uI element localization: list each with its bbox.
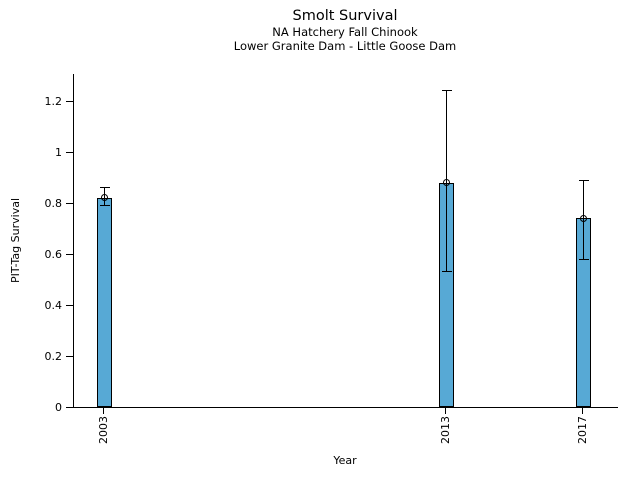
y-tick-mark (66, 202, 73, 204)
x-tick-mark (103, 408, 105, 414)
y-tick-label: 0.6 (44, 247, 63, 261)
y-axis-label: PIT-Tag Survival (8, 197, 22, 283)
x-tick-label: 2013 (438, 416, 452, 444)
y-tick-label: 1.2 (44, 94, 63, 108)
error-bar-cap-bottom (578, 258, 589, 260)
error-bar-cap-bottom (99, 205, 110, 207)
y-tick-mark (66, 253, 73, 255)
bar-2003 (97, 197, 113, 407)
error-bar-cap-bottom (441, 271, 452, 273)
y-tick-label: 0 (55, 400, 62, 414)
y-tick-label: 0.4 (44, 298, 63, 312)
y-tick-mark (66, 304, 73, 306)
data-point-marker (580, 214, 588, 222)
chart-title: Smolt Survival (292, 8, 398, 24)
y-tick-mark (66, 151, 73, 153)
x-tick-mark (582, 408, 584, 414)
x-tick-label: 2003 (96, 416, 110, 444)
data-point-marker (443, 179, 451, 187)
error-bar-cap-top (441, 90, 452, 92)
chart-title-block: Smolt Survival NA Hatchery Fall Chinook … (73, 7, 617, 53)
data-point-marker (101, 194, 109, 202)
y-tick-mark (66, 100, 73, 102)
y-tick-label: 0.2 (44, 349, 63, 363)
chart-subtitle-line2: Lower Granite Dam - Little Goose Dam (233, 39, 457, 53)
x-tick-mark (445, 408, 447, 414)
error-bar-cap-top (99, 187, 110, 189)
chart-subtitle-line1: NA Hatchery Fall Chinook (272, 25, 418, 39)
y-tick-mark (66, 355, 73, 357)
y-tick-label: 1 (55, 145, 62, 159)
x-axis-label: Year (333, 454, 357, 467)
y-tick-mark (66, 406, 73, 408)
error-bar-cap-top (578, 179, 589, 181)
y-tick-label: 0.8 (44, 196, 63, 210)
plot-area (73, 74, 618, 408)
x-tick-label: 2017 (575, 416, 589, 444)
